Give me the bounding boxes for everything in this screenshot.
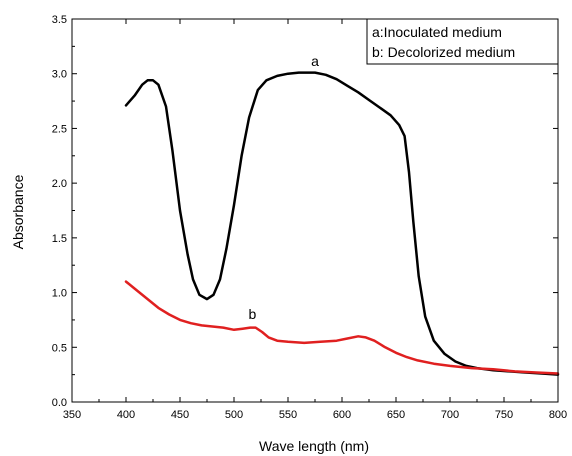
x-tick-label: 500 (225, 409, 243, 421)
series-lines (124, 71, 560, 376)
x-tick-label: 450 (171, 409, 189, 421)
x-tick-label: 400 (117, 409, 135, 421)
y-tick-labels: 0.0 0.5 1.0 1.5 2.0 2.5 3.0 3.5 (52, 14, 67, 409)
x-tick-label: 350 (63, 409, 81, 421)
x-tick-label: 650 (387, 409, 405, 421)
legend-box (366, 18, 559, 65)
x-tick-label: 700 (441, 409, 459, 421)
legend: a:Inoculated medium b: Decolorized mediu… (366, 18, 559, 65)
y-axis-title: Absorbance (10, 174, 26, 249)
series-line-a (124, 71, 560, 376)
series-line-b (124, 280, 560, 375)
tick-marks (71, 18, 559, 403)
series-annotation-b: b (248, 306, 256, 322)
legend-entry-b: b: Decolorized medium (372, 44, 515, 60)
y-tick-label: 0.5 (52, 342, 67, 354)
x-axis-title: Wave length (nm) (259, 438, 369, 454)
y-tick-label: 2.5 (52, 123, 67, 135)
plot-frame (71, 18, 559, 403)
y-tick-label: 3.0 (52, 69, 67, 81)
x-tick-labels: 350 400 450 500 550 600 650 700 750 800 (63, 409, 567, 421)
series-annotation-a: a (311, 53, 319, 69)
x-tick-label: 600 (333, 409, 351, 421)
y-tick-label: 1.5 (52, 233, 67, 245)
y-tick-label: 0.0 (52, 397, 67, 409)
y-tick-label: 2.0 (52, 178, 67, 190)
x-tick-label: 750 (495, 409, 513, 421)
x-tick-label: 800 (549, 409, 567, 421)
series-annotations: ab (248, 53, 319, 322)
y-tick-label: 1.0 (52, 288, 67, 300)
x-tick-label: 550 (279, 409, 297, 421)
legend-entry-a: a:Inoculated medium (372, 24, 502, 40)
y-tick-label: 3.5 (52, 14, 67, 26)
